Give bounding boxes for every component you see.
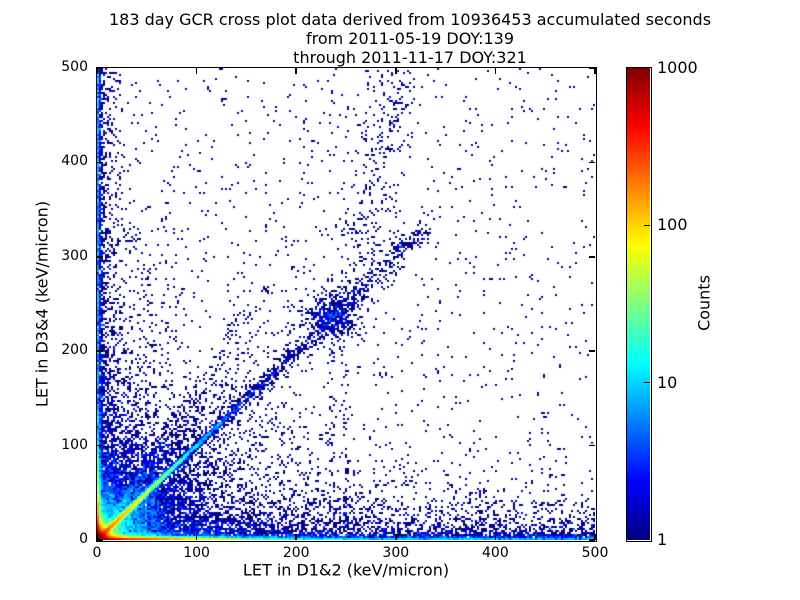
x-tick-mark-top [494,68,497,74]
x-tick-mark [96,534,98,540]
y-tick-label: 400 [61,153,88,170]
y-tick-mark [97,256,103,258]
colorbar-tick-label: 1 [657,530,668,549]
colorbar-tick-label: 1000 [657,58,698,77]
x-tick-mark [594,534,596,540]
y-tick-label: 300 [61,247,88,264]
colorbar-label: Counts [694,275,714,331]
y-axis-label: LET in D3&4 (keV/micron) [32,200,52,408]
colorbar-tick-label: 100 [657,215,688,235]
x-tick-mark-top [96,68,98,74]
y-tick-label: 200 [61,342,88,359]
y-tick-mark [97,350,103,352]
x-tick-label: 0 [92,545,102,561]
y-tick-mark-right [589,161,595,164]
x-tick-mark [295,534,297,540]
x-tick-label: 500 [581,545,609,561]
chart-title: 183 day GCR cross plot data derived from… [10,10,800,67]
x-tick-mark [395,534,397,540]
y-tick-mark [97,67,103,69]
colorbar-tick-mark [644,381,650,384]
y-tick-label: 500 [61,59,88,75]
x-tick-mark-top [395,68,397,74]
y-tick-mark-right [589,67,595,69]
x-tick-label: 300 [382,545,410,561]
colorbar-tick-mark [644,224,650,227]
y-tick-mark [97,444,103,447]
colorbar-gradient [627,68,650,540]
chart-title-line-3: through 2011-11-17 DOY:321 [293,48,527,67]
x-tick-mark-top [195,68,198,74]
scatter-density-canvas [97,68,595,540]
y-tick-mark-right [589,539,595,541]
x-tick-mark-top [594,68,596,74]
y-tick-label: 100 [61,436,88,453]
x-tick-label: 200 [282,545,310,561]
x-tick-label: 100 [183,545,210,561]
x-tick-mark [494,534,497,540]
y-tick-mark [97,539,103,541]
x-tick-label: 400 [482,545,509,561]
chart-title-line-2: from 2011-05-19 DOY:139 [305,29,514,48]
y-tick-mark-right [589,444,595,447]
x-tick-mark [195,534,198,540]
y-tick-mark [97,161,103,164]
y-tick-label: 0 [79,531,88,547]
chart-title-line-1: 183 day GCR cross plot data derived from… [108,10,712,29]
colorbar-tick-label: 10 [657,372,678,392]
y-tick-mark-right [589,350,595,352]
x-tick-mark-top [295,68,297,74]
x-axis-label: LET in D1&2 (keV/micron) [242,560,450,580]
y-tick-mark-right [589,256,595,258]
